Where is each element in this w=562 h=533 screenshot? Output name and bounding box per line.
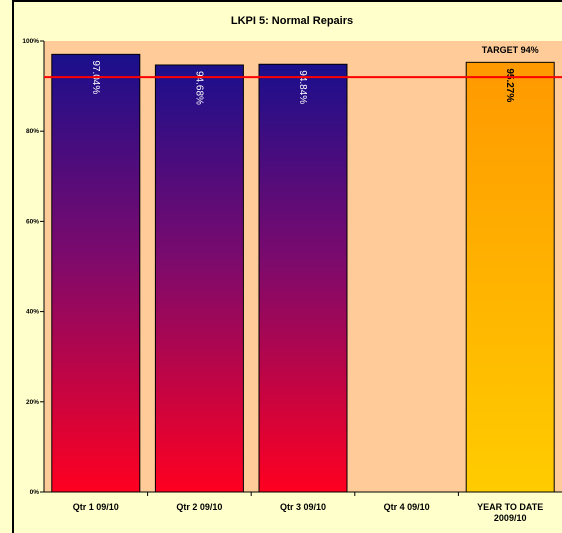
x-tick-label: Qtr 2 09/10 [176,502,222,512]
y-tick-label: 40% [26,309,39,316]
x-tick-label: Qtr 3 09/10 [280,502,326,512]
chart-title: LKPI 5: Normal Repairs [231,15,353,27]
bar-year-to-date [465,61,555,493]
y-tick-label: 20% [26,399,39,406]
bar-2 [154,64,244,493]
y-tick-label: 80% [26,128,39,135]
y-tick-label: 0% [30,489,40,496]
bar-1 [51,53,141,493]
data-label: 94.68% [193,71,204,105]
x-tick-label: Qtr 1 09/10 [73,502,119,512]
data-label: 95.27% [504,68,515,102]
y-tick-label: 100% [22,38,39,45]
data-label: 94.84% [297,70,308,104]
y-tick-label: 60% [26,218,39,225]
target-label: TARGET 94% [482,45,539,55]
chart-frame [12,0,562,533]
x-tick-label: YEAR TO DATE 2009/10 [477,502,543,523]
x-tick-label: Qtr 4 09/10 [384,502,430,512]
bar-3 [258,63,348,493]
